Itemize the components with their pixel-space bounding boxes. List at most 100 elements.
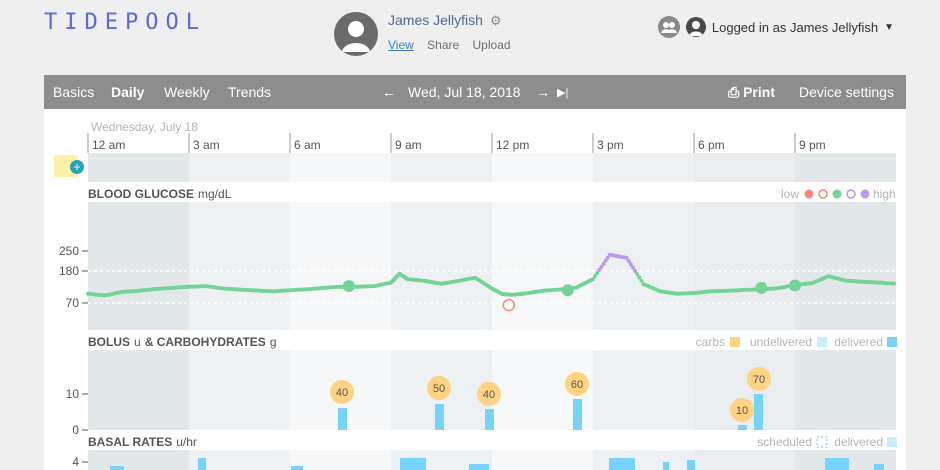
cgm-point <box>593 274 598 279</box>
hour-tick-label: 6 am <box>294 138 321 152</box>
most-recent-icon[interactable]: ▶| <box>557 87 569 99</box>
cgm-point <box>605 255 610 260</box>
basal-tick-4: 4 <box>72 455 79 469</box>
carb-circle <box>330 380 354 404</box>
carb-value: 40 <box>336 387 348 399</box>
person-icon <box>342 21 370 52</box>
hour-tick-label: 3 am <box>193 138 220 152</box>
hour-axis: 12 am 3 am 6 am 9 am 12 pm 3 pm 6 pm 9 pm <box>87 133 826 153</box>
hour-tick-label: 9 pm <box>799 138 826 152</box>
basal-legend-scheduled: scheduled <box>757 435 812 449</box>
bolus-bar <box>738 425 747 430</box>
bolus-unit-u: u <box>134 335 141 349</box>
cgm-point <box>599 264 604 269</box>
carb-value: 50 <box>433 383 445 395</box>
date-label: Wednesday, July 18 <box>91 120 198 134</box>
bolus-y-axis: 10 0 <box>66 387 88 437</box>
bolus-bar <box>485 409 494 430</box>
tab-weekly[interactable]: Weekly <box>164 84 210 100</box>
bolus-tick-0: 0 <box>72 423 79 437</box>
smbg-point[interactable] <box>789 279 801 292</box>
cgm-point <box>624 255 629 260</box>
patient-name: James Jellyfish <box>388 12 483 28</box>
patient-links: View Share Upload <box>388 38 521 52</box>
cgm-point <box>637 275 642 280</box>
hour-tick-label: 3 pm <box>597 138 624 152</box>
basal-title: BASAL RATES <box>88 435 172 449</box>
carb-value: 70 <box>753 374 765 386</box>
tab-daily[interactable]: Daily <box>111 84 145 100</box>
cgm-point <box>591 277 595 282</box>
tidepool-logo[interactable]: TIDEPOOL <box>44 10 206 35</box>
user-avatar-icon <box>685 17 706 37</box>
device-settings-link[interactable]: Device settings <box>799 84 894 100</box>
daily-chart-panel[interactable]: 12 am 3 am 6 am 9 am 12 pm 3 pm 6 pm 9 pm Wedne… <box>44 109 906 470</box>
carb-value: 40 <box>483 389 495 401</box>
cgm-point <box>597 267 602 272</box>
bolus-bar <box>435 404 444 430</box>
bolus-legend-carbs: carbs <box>696 335 725 349</box>
low-bg-point[interactable] <box>502 298 516 312</box>
gear-icon[interactable]: ⚙ <box>489 13 502 28</box>
bolus-legend-delivered: delivered <box>834 335 883 349</box>
toolbar: Basics Daily Weekly Trends ← Wed, Jul 18… <box>44 75 906 109</box>
carb-value: 60 <box>571 379 583 391</box>
prev-day-arrow-icon[interactable]: ← <box>382 84 396 100</box>
tab-basics[interactable]: Basics <box>53 84 95 100</box>
logged-in-label: Logged in as James Jellyfish <box>711 19 879 35</box>
care-team-icon[interactable] <box>657 16 680 38</box>
bolus-title: BOLUS <box>88 335 130 349</box>
bg-legend: low high <box>781 187 896 201</box>
user-menu[interactable]: Logged in as James Jellyfish ▼ <box>657 16 894 38</box>
carb-value: 10 <box>736 405 748 417</box>
bolus-tick-10: 10 <box>66 387 80 401</box>
hour-tick-label: 12 am <box>92 138 125 152</box>
hour-tick-label: 9 am <box>395 138 422 152</box>
add-note-icon[interactable]: + <box>54 155 84 177</box>
bolus-legend-undelivered: undelivered <box>750 335 812 349</box>
cgm-point <box>595 270 600 275</box>
carb-circle <box>477 382 501 406</box>
upload-link[interactable]: Upload <box>472 38 511 52</box>
bg-tick-70: 70 <box>66 296 80 310</box>
cgm-point <box>633 268 638 273</box>
svg-text:+: + <box>73 160 80 174</box>
bolus-events: 40 50 40 60 10 70 <box>330 367 771 430</box>
smbg-point[interactable] <box>755 281 768 294</box>
caret-down-icon[interactable]: ▼ <box>884 21 894 33</box>
bg-legend-high: high <box>873 187 896 201</box>
hour-tick-label: 6 pm <box>698 138 725 152</box>
carb-circle <box>427 376 451 400</box>
patient-name-row: James Jellyfish ⚙ <box>388 12 501 29</box>
printer-icon: ⎙ <box>728 84 740 100</box>
cgm-point <box>630 265 635 270</box>
bolus-bar <box>754 394 763 430</box>
next-day-arrow-icon[interactable]: → <box>536 84 550 100</box>
bolus-section-title: BOLUS u & CARBOHYDRATES g <box>88 335 277 349</box>
patient-avatar <box>334 12 378 56</box>
view-link[interactable]: View <box>388 38 414 52</box>
cgm-point <box>639 278 644 283</box>
carb-circle <box>565 372 589 396</box>
bolus-amp: & CARBOHYDRATES <box>145 335 266 349</box>
bolus-bar <box>573 399 582 430</box>
share-link[interactable]: Share <box>427 38 460 52</box>
bolus-bar <box>338 408 347 430</box>
carb-circle <box>747 367 771 391</box>
cgm-point <box>601 261 606 266</box>
current-date: Wed, Jul 18, 2018 <box>408 84 521 100</box>
bg-unit: mg/dL <box>198 187 232 201</box>
print-label: Print <box>743 84 775 100</box>
basal-unit: u/hr <box>176 435 197 449</box>
basal-series <box>110 458 884 470</box>
cgm-point <box>626 259 631 264</box>
print-button[interactable]: ⎙ Print <box>728 84 775 101</box>
basal-y-axis: 4 <box>72 455 88 469</box>
tab-trends[interactable]: Trends <box>228 84 272 100</box>
smbg-point[interactable] <box>342 280 355 293</box>
daily-chart: 12 am 3 am 6 am 9 am 12 pm 3 pm 6 pm 9 pm Wedne… <box>44 120 897 470</box>
cgm-point <box>891 281 896 286</box>
cgm-point <box>603 258 608 263</box>
smbg-point[interactable] <box>561 284 574 297</box>
basal-legend: scheduled delivered <box>757 435 897 449</box>
